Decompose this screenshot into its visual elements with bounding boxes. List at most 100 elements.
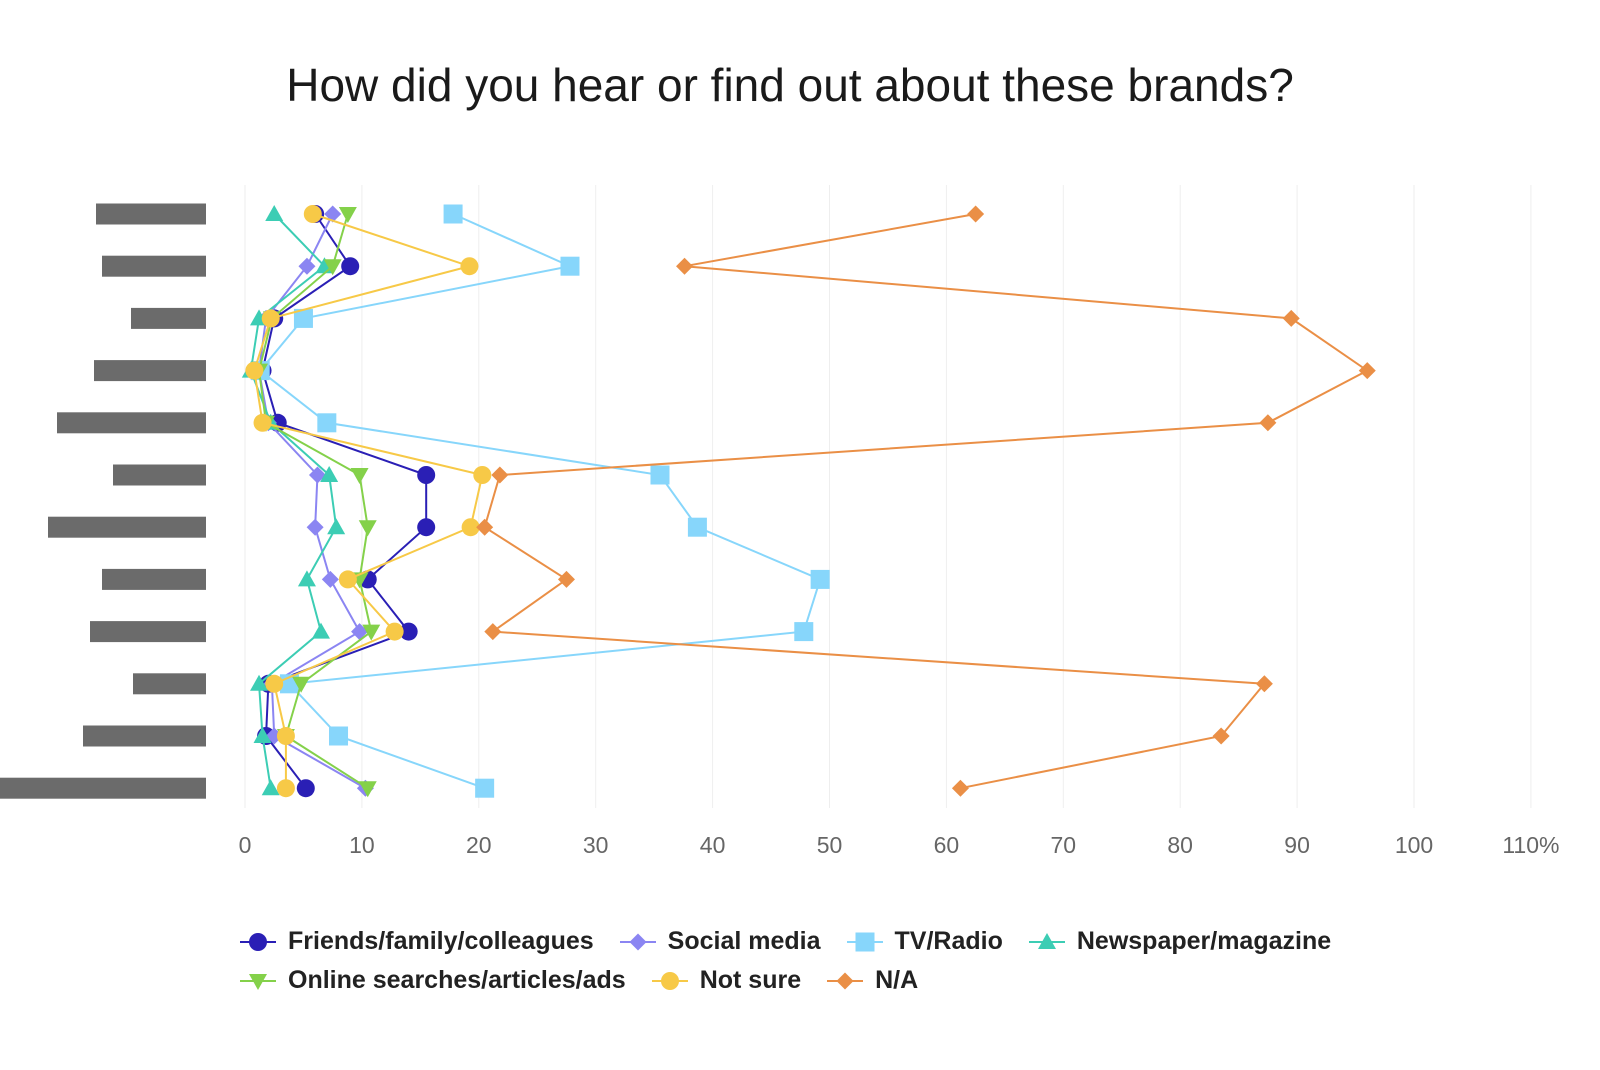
series-marker [276,779,295,798]
x-tick-label: 100 [1395,832,1433,858]
series-marker [338,207,357,223]
series-marker [265,674,284,693]
category-label-bar [102,568,206,590]
series-marker [253,727,272,743]
series-marker [323,259,342,276]
series-marker [350,468,369,484]
category-label-bar [133,673,206,695]
series-marker [475,778,495,798]
series-layer [241,204,1376,798]
category-label-bar [57,412,206,434]
legend-swatch-tv [846,932,883,951]
series-line [258,213,366,790]
legend-label: N/A [875,966,919,994]
series-marker [362,624,381,641]
series-marker [810,569,830,589]
series-group [476,205,1376,797]
series-marker [385,622,404,641]
series-marker [1212,727,1230,745]
series-group [245,205,492,798]
series-marker [557,570,575,588]
series-line [253,213,484,789]
series-marker [341,257,360,276]
series-marker [1259,414,1277,432]
legend-swatch-marker [629,933,647,950]
series-marker [794,622,814,642]
series-marker [358,781,377,798]
series-marker [298,257,316,275]
chart-title: How did you hear or find out about these… [286,59,1294,111]
series-marker [687,517,707,537]
series-marker [676,257,694,275]
category-label-bar [90,621,206,643]
x-tick-label: 70 [1051,832,1077,858]
legend-item: Online searches/articles/ads [240,966,626,995]
legend-item: Friends/family/colleagues [240,927,594,956]
x-tick-label: 110% [1502,832,1559,858]
series-marker [338,570,357,589]
series-marker [461,518,480,537]
x-tick-label: 60 [934,832,960,858]
series-marker [303,205,322,223]
x-tick-label: 20 [466,832,492,858]
series-marker [329,726,349,746]
category-label-bars [0,203,206,799]
legend-item: TV/Radio [846,927,1003,956]
series-marker [245,361,264,380]
chart-plot: 0 10 20 30 40 50 60 70 80 90 100 110% [0,185,1559,858]
series-line [258,213,373,790]
category-label-bar [48,516,206,538]
legend-swatch-newspaper [1028,932,1065,949]
legend-swatch-marker [855,932,875,951]
x-tick-label: 30 [583,832,609,858]
series-marker [292,676,311,693]
legend-label: Friends/family/colleagues [288,927,594,955]
x-tick-label: 40 [700,832,726,858]
series-marker [261,779,280,796]
series-marker [297,570,316,587]
legend-label: Social media [667,927,821,955]
x-tick-label: 10 [349,832,375,858]
series-marker [1358,362,1376,380]
category-label-bar [0,777,206,799]
series-marker [293,308,313,328]
series-marker [650,465,670,485]
x-tick-label: 50 [817,832,843,858]
category-label-bar [96,203,206,225]
x-tick-label: 0 [239,832,252,858]
series-marker [484,623,502,641]
legend-swatch-marker [836,972,854,989]
category-label-bar [113,464,206,486]
series-marker [476,518,494,536]
legend-label: TV/Radio [894,927,1003,955]
series-marker [311,622,330,639]
series-marker [967,205,985,223]
legend: Friends/family/colleagues Social media T… [240,922,1580,1000]
series-marker [306,518,324,536]
series-marker [443,204,463,224]
series-marker [491,466,509,484]
legend-row-2: Online searches/articles/ads Not sure N/… [240,961,1580,1000]
legend-swatch-marker [660,971,679,990]
category-label-bar [94,360,206,382]
legend-swatch-friends [240,932,276,951]
series-marker [296,779,315,798]
legend-item: Not sure [651,966,802,995]
x-tick-label: 80 [1167,832,1193,858]
category-label-bar [83,725,206,747]
series-marker [320,466,339,482]
legend-swatch-notsure [651,971,688,990]
series-marker [253,413,272,432]
legend-label: Online searches/articles/ads [288,966,626,994]
series-marker [250,674,269,691]
category-label-bar [102,255,206,277]
category-label-bar [131,307,206,329]
series-marker [261,309,280,328]
series-marker [417,466,436,484]
legend-item: Newspaper/magazine [1028,927,1331,956]
series-marker [317,413,337,433]
legend-label: Not sure [699,966,802,994]
legend-item: N/A [827,966,918,995]
series-marker [358,520,377,537]
series-group [250,204,830,798]
